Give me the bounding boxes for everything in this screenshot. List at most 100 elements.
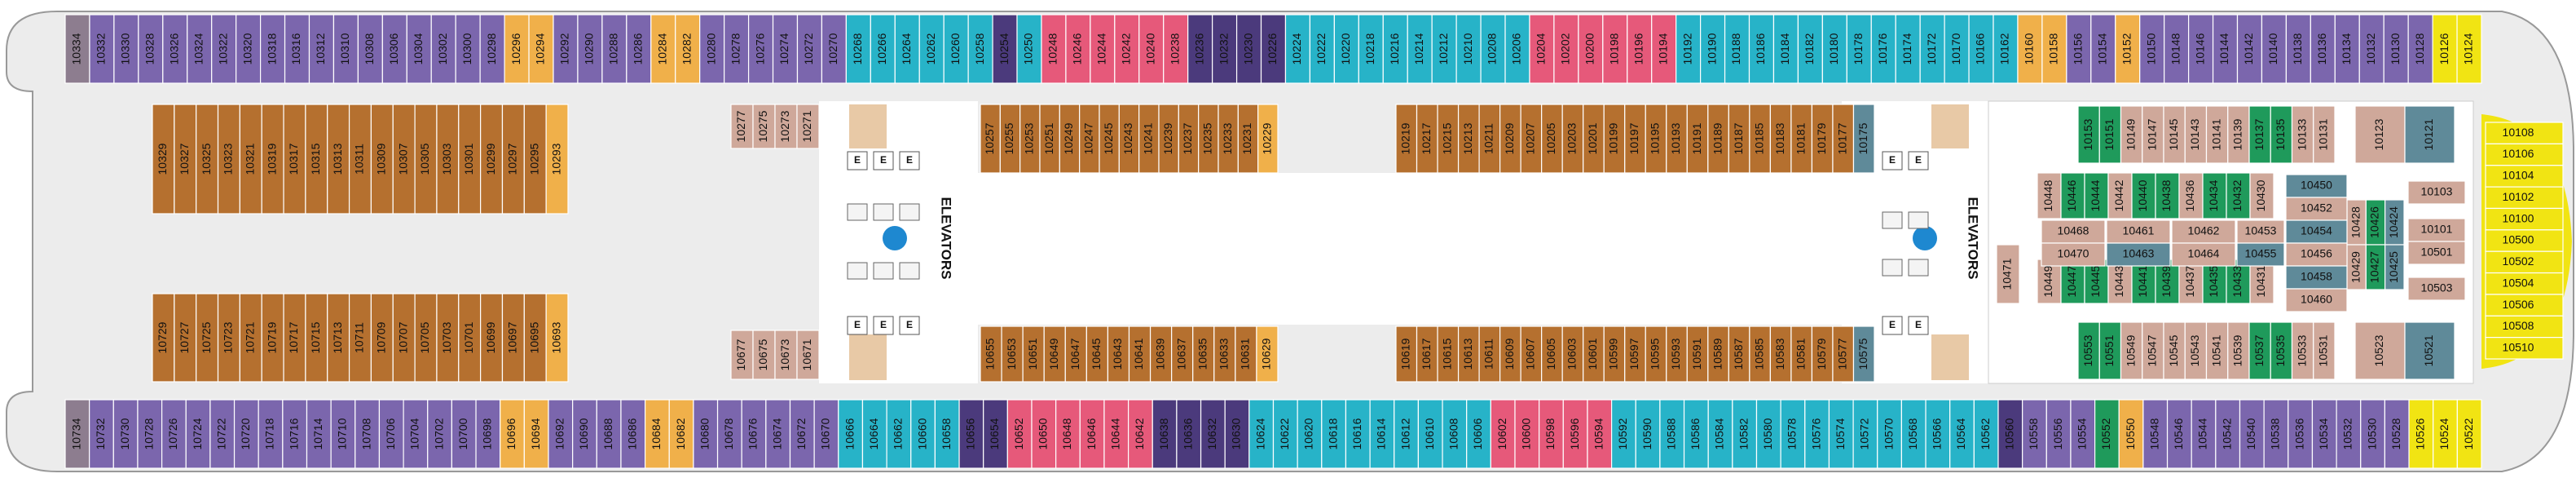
cabin-number: 10101 (2421, 223, 2453, 236)
cabin-number: 10454 (2301, 224, 2332, 237)
cabin (523, 293, 547, 383)
cabin (327, 293, 350, 383)
cabin-number: 10316 (289, 33, 302, 64)
cabin (187, 14, 213, 84)
cabin-number: 10440 (2136, 179, 2149, 211)
cabin (2334, 14, 2360, 84)
cabin-number: 10162 (1998, 33, 2011, 64)
cabin (983, 399, 1008, 469)
cabin (2432, 14, 2458, 84)
stairs (1931, 104, 1969, 148)
cabin (1006, 399, 1033, 469)
cabin-number: 10581 (1794, 338, 1807, 370)
cabin-number: 10444 (2089, 179, 2102, 211)
cabin-number: 10453 (2245, 224, 2277, 237)
cabin-number: 10639 (1153, 338, 1166, 370)
stairs (1931, 334, 1969, 380)
cabin (1676, 14, 1702, 84)
cabin (1973, 399, 1999, 469)
cabin (1602, 14, 1628, 84)
cabin (1478, 104, 1501, 174)
cabin (64, 14, 90, 84)
cabin (2120, 321, 2143, 380)
cabin (500, 399, 525, 469)
cabin-number: 10286 (632, 33, 645, 64)
cabin-number: 10271 (800, 110, 813, 142)
cabin-number: 10575 (1856, 338, 1869, 370)
cabin-number: 10607 (1524, 338, 1537, 370)
cabin (1437, 104, 1460, 174)
cabin-number: 10222 (1314, 33, 1328, 64)
cabin-number: 10170 (1949, 33, 1962, 64)
cabin-number: 10645 (1090, 338, 1103, 370)
cabin-number: 10303 (440, 143, 453, 175)
cabin (1218, 104, 1239, 174)
cabin-number: 10247 (1082, 122, 1095, 154)
cabin-number: 10566 (1931, 418, 1944, 449)
cabin-number: 10714 (311, 418, 324, 449)
cabin-number: 10160 (2023, 33, 2036, 64)
cabin (2248, 321, 2271, 380)
elevator-box (1882, 151, 1903, 170)
cabin-number: 10307 (396, 143, 409, 175)
cabin (730, 104, 754, 149)
cabin-number: 10260 (949, 33, 962, 64)
cabin (2077, 105, 2100, 164)
cabin-number: 10172 (1925, 33, 1938, 64)
cabin (89, 14, 115, 84)
cabin-number: 10641 (1132, 338, 1145, 370)
stairs (849, 334, 887, 380)
cabin (2139, 14, 2165, 84)
cabin (1019, 104, 1041, 174)
cabin-number: 10104 (2503, 169, 2534, 182)
info-icon (883, 226, 907, 250)
cabin-number: 10134 (2340, 33, 2353, 64)
cabin (2205, 105, 2229, 164)
cabin-number: 10562 (1979, 418, 1992, 449)
cabin (2485, 229, 2564, 252)
cabin (1520, 325, 1543, 383)
cabin-number: 10242 (1120, 33, 1133, 64)
cabin-number: 10214 (1412, 33, 1425, 64)
cabin-number: 10603 (1565, 338, 1579, 370)
cabin-number: 10147 (2146, 118, 2159, 150)
cabin (2227, 321, 2250, 380)
cabin (675, 14, 701, 84)
cabin (1832, 104, 1855, 174)
cabin (501, 293, 525, 383)
cabin (2107, 259, 2133, 304)
cabin (357, 14, 383, 84)
cabin (1707, 325, 1729, 383)
elevator-box (899, 316, 920, 335)
cabin-number: 10433 (2230, 265, 2244, 297)
cabin-number: 10315 (309, 143, 322, 175)
cabin (992, 14, 1018, 84)
cabin (1416, 104, 1438, 174)
cabin (1993, 14, 2019, 84)
cabin-number: 10537 (2252, 334, 2266, 366)
cabin-number: 10613 (1461, 338, 1474, 370)
cabin-number: 10708 (359, 418, 372, 449)
cabin-number: 10705 (418, 321, 431, 353)
cabin-number: 10229 (1261, 122, 1274, 154)
cabin (1828, 399, 1854, 469)
cabin-number: 10253 (1023, 122, 1036, 154)
cabin (239, 293, 262, 383)
cabin (1192, 325, 1215, 383)
cabin-number: 10149 (2124, 118, 2137, 150)
cabin-number: 10182 (1803, 33, 1816, 64)
cabin (910, 399, 936, 469)
cabin-number: 10596 (1568, 418, 1581, 449)
cabin-number: 10295 (527, 143, 540, 175)
cabin (2227, 105, 2250, 164)
cabin-number: 10635 (1196, 338, 1209, 370)
cabin-number: 10317 (287, 143, 300, 175)
cabin-number: 10646 (1085, 418, 1098, 449)
cabin (1790, 325, 1813, 383)
cabin (2485, 207, 2564, 231)
cabin-number: 10188 (1729, 33, 1742, 64)
cabin (2285, 197, 2348, 221)
cabin (1504, 14, 1530, 84)
elevator-icon (873, 203, 894, 221)
cabin-number: 10272 (802, 33, 815, 64)
